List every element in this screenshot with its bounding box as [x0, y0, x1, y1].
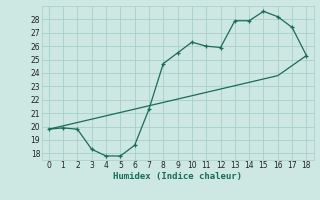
X-axis label: Humidex (Indice chaleur): Humidex (Indice chaleur)	[113, 172, 242, 181]
